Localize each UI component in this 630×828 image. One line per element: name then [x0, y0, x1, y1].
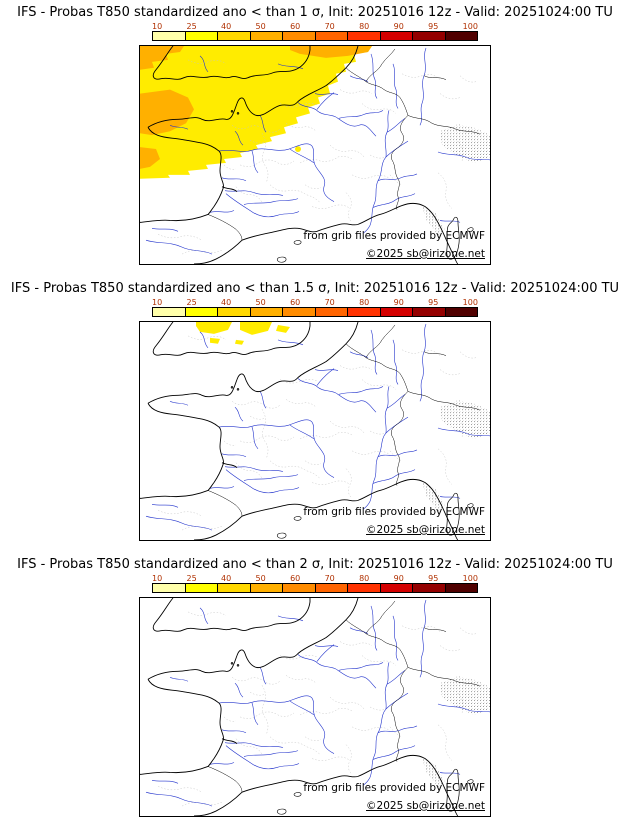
colorbar-segment [250, 308, 283, 316]
probability-colorbar: 10 25 40 50 60 70 80 90 95 100 [152, 298, 478, 317]
colorbar-tick-label: 25 [186, 22, 197, 31]
colorbar-tick-label: 40 [221, 574, 232, 583]
colorbar-segment [445, 32, 477, 40]
colorbar-tick-label: 100 [462, 22, 478, 31]
colorbar-tick-label: 80 [359, 574, 370, 583]
credit-copyright: ©2025 sb@irizone.net [366, 524, 485, 536]
colorbar-tick-label: 90 [393, 22, 404, 31]
colorbar-segment [380, 584, 413, 592]
colorbar-gradient [152, 583, 478, 593]
colorbar-segment [348, 308, 381, 316]
colorbar-segment [413, 32, 446, 40]
map-canvas [140, 322, 490, 540]
colorbar-tick-label: 40 [221, 298, 232, 307]
colorbar-tick-label: 80 [359, 298, 370, 307]
colorbar-tick-label: 90 [393, 298, 404, 307]
colorbar-segment [218, 584, 251, 592]
colorbar-segment [153, 584, 186, 592]
credit-provider: from grib files provided by ECMWF [303, 230, 485, 242]
panel-title: IFS - Probas T850 standardized ano < tha… [17, 5, 613, 20]
credit-provider: from grib files provided by ECMWF [303, 782, 485, 794]
colorbar-tick-label: 90 [393, 574, 404, 583]
colorbar-tick-label: 25 [186, 574, 197, 583]
colorbar-gradient [152, 31, 478, 41]
panel-sigma-1-5: IFS - Probas T850 standardized ano < tha… [0, 276, 630, 552]
colorbar-tick-label: 70 [324, 298, 335, 307]
map-canvas [140, 46, 490, 264]
colorbar-tick-label: 70 [324, 22, 335, 31]
colorbar-tick-label: 95 [428, 298, 439, 307]
colorbar-segment [283, 584, 316, 592]
panel-sigma-1: IFS - Probas T850 standardized ano < tha… [0, 0, 630, 276]
probability-colorbar: 10 25 40 50 60 70 80 90 95 100 [152, 22, 478, 41]
colorbar-tick-label: 50 [255, 574, 266, 583]
colorbar-segment [283, 32, 316, 40]
panel-sigma-2: IFS - Probas T850 standardized ano < tha… [0, 552, 630, 828]
colorbar-segment [380, 308, 413, 316]
colorbar-segment [185, 584, 218, 592]
colorbar-segment [218, 308, 251, 316]
colorbar-segment [250, 32, 283, 40]
colorbar-tick-label: 25 [186, 298, 197, 307]
map-frame: from grib files provided by ECMWF ©2025 … [139, 321, 491, 541]
probability-colorbar: 10 25 40 50 60 70 80 90 95 100 [152, 574, 478, 593]
credit-copyright: ©2025 sb@irizone.net [366, 248, 485, 260]
colorbar-segment [218, 32, 251, 40]
panel-title: IFS - Probas T850 standardized ano < tha… [17, 557, 613, 572]
colorbar-segment [153, 32, 186, 40]
colorbar-segment [348, 584, 381, 592]
colorbar-tick-label: 80 [359, 22, 370, 31]
colorbar-gradient [152, 307, 478, 317]
anomaly-shading [140, 46, 372, 179]
colorbar-segment [283, 308, 316, 316]
colorbar-segment [413, 584, 446, 592]
colorbar-segment [185, 32, 218, 40]
credit-copyright: ©2025 sb@irizone.net [366, 800, 485, 812]
colorbar-tick-label: 100 [462, 298, 478, 307]
colorbar-segment [315, 584, 348, 592]
colorbar-segment [445, 308, 477, 316]
colorbar-tick-label: 10 [152, 22, 163, 31]
credit-provider: from grib files provided by ECMWF [303, 506, 485, 518]
colorbar-segment [185, 308, 218, 316]
colorbar-segment [315, 308, 348, 316]
map-frame: from grib files provided by ECMWF ©2025 … [139, 45, 491, 265]
colorbar-tick-label: 95 [428, 574, 439, 583]
colorbar-segment [380, 32, 413, 40]
colorbar-segment [250, 584, 283, 592]
colorbar-tick-label: 50 [255, 22, 266, 31]
colorbar-segment [153, 308, 186, 316]
colorbar-tick-label: 40 [221, 22, 232, 31]
colorbar-tick-label: 60 [290, 298, 301, 307]
colorbar-segment [315, 32, 348, 40]
colorbar-tick-row: 10 25 40 50 60 70 80 90 95 100 [152, 574, 478, 583]
colorbar-tick-label: 50 [255, 298, 266, 307]
colorbar-tick-row: 10 25 40 50 60 70 80 90 95 100 [152, 22, 478, 31]
colorbar-segment [413, 308, 446, 316]
colorbar-segment [348, 32, 381, 40]
map-frame: from grib files provided by ECMWF ©2025 … [139, 597, 491, 817]
anomaly-shading [196, 322, 290, 345]
colorbar-segment [445, 584, 477, 592]
colorbar-tick-label: 10 [152, 574, 163, 583]
colorbar-tick-row: 10 25 40 50 60 70 80 90 95 100 [152, 298, 478, 307]
colorbar-tick-label: 100 [462, 574, 478, 583]
colorbar-tick-label: 60 [290, 574, 301, 583]
panel-title: IFS - Probas T850 standardized ano < tha… [10, 281, 620, 296]
colorbar-tick-label: 70 [324, 574, 335, 583]
colorbar-tick-label: 10 [152, 298, 163, 307]
colorbar-tick-label: 60 [290, 22, 301, 31]
colorbar-tick-label: 95 [428, 22, 439, 31]
